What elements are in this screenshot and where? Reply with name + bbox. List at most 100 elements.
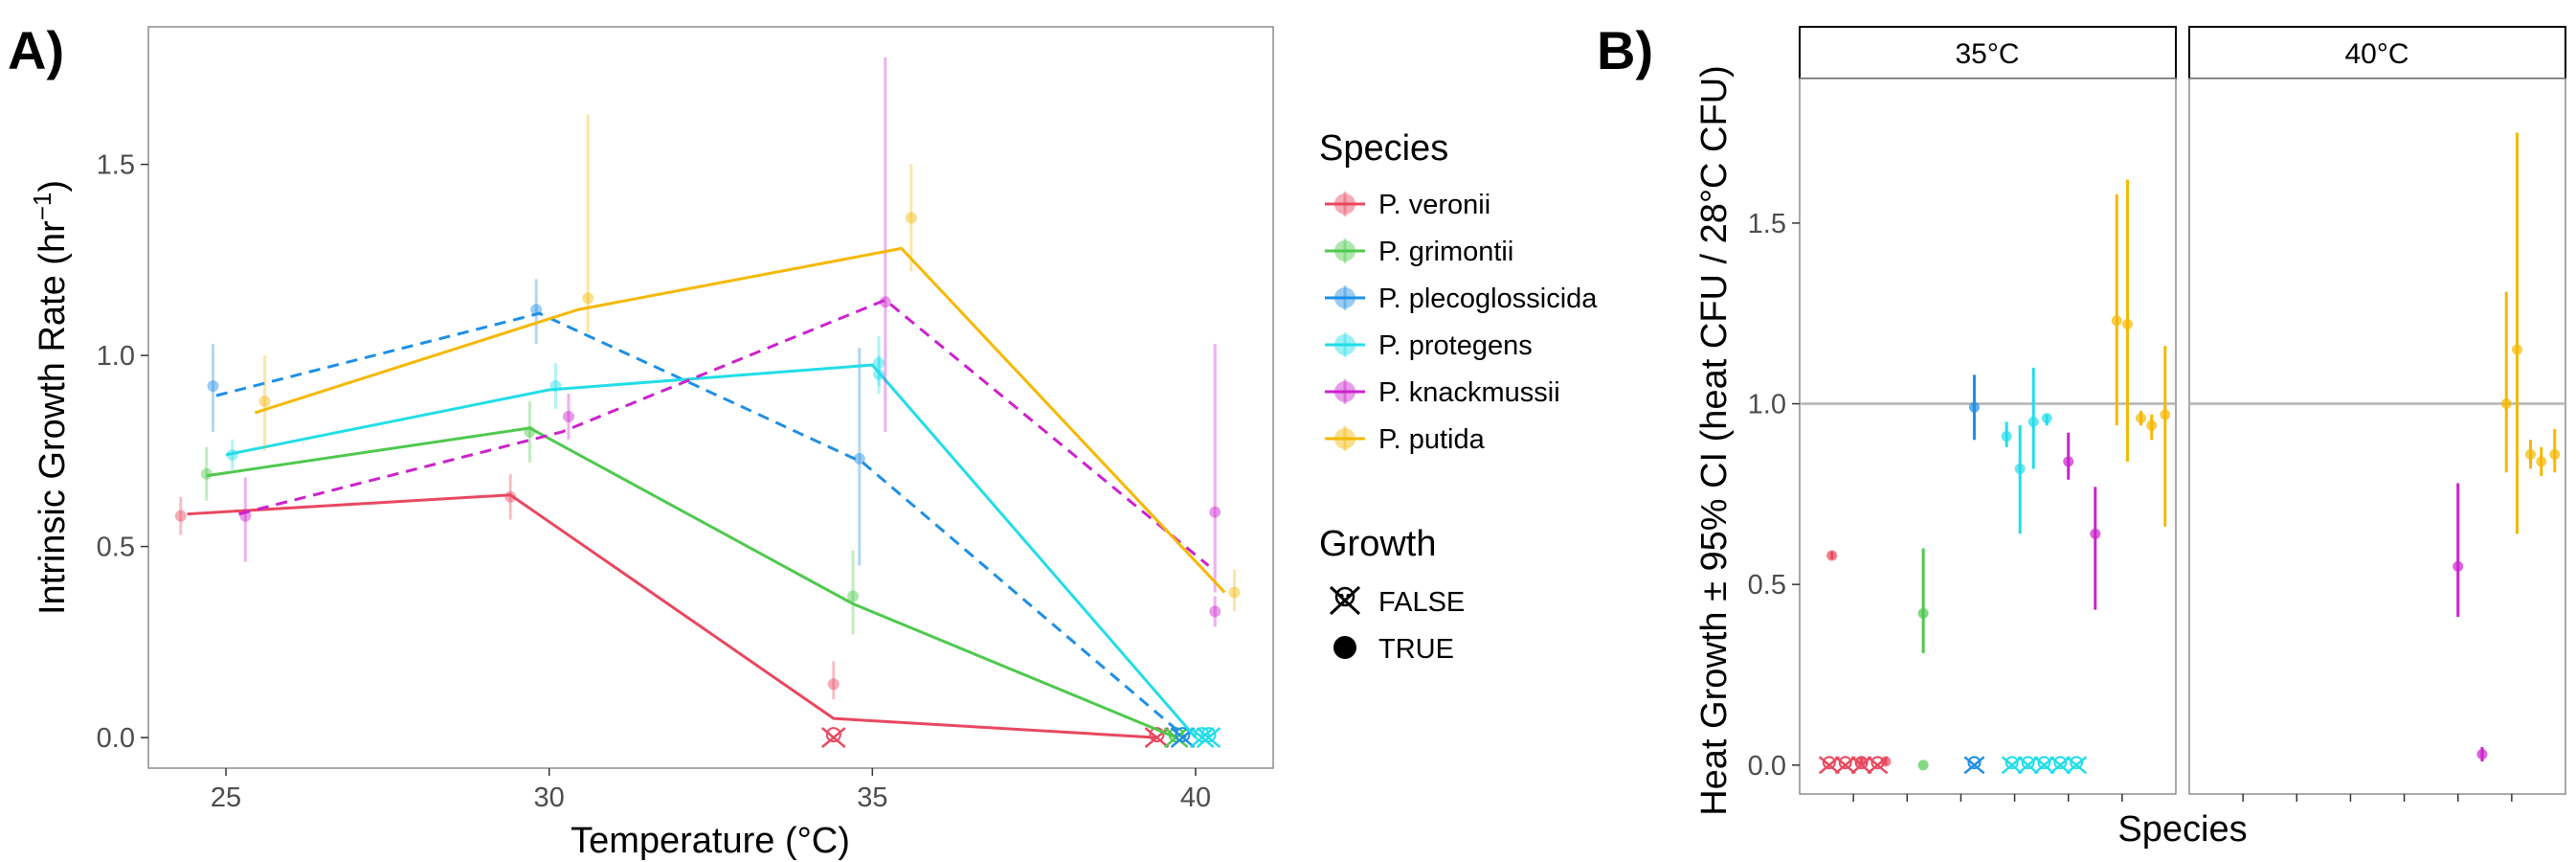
crossbone — [2066, 756, 2088, 775]
crossbone — [1196, 727, 1221, 749]
facet-35-plot-area — [1799, 78, 2177, 795]
legend-dot — [1334, 381, 1355, 402]
skull-head — [1854, 756, 1869, 770]
facet-40: 40°C — [2188, 26, 2566, 795]
facet-40-strip — [2188, 26, 2566, 79]
crossbone — [1850, 756, 1872, 775]
legend-species-label: P. putida — [1378, 424, 1486, 455]
no-growth-marker — [2017, 756, 2039, 775]
legend-growth-true-label: TRUE — [1378, 634, 1454, 665]
facet-marks-0 — [1818, 179, 2171, 775]
crossbone — [821, 727, 846, 749]
no-growth-marker — [1963, 756, 1985, 775]
data-point — [847, 590, 860, 602]
crossbone — [1963, 756, 1985, 775]
y-tick-label: 1.5 — [1748, 209, 1786, 239]
x-tick-label: 40 — [1180, 783, 1211, 813]
crossbone — [2033, 756, 2055, 775]
data-point — [1209, 605, 1221, 618]
legend-species-entry: P. veronii — [1325, 190, 1490, 220]
no-growth-marker — [1170, 727, 1196, 749]
no-growth-marker — [1196, 727, 1221, 749]
panel-a-plot-area — [147, 26, 1274, 769]
data-point — [2111, 315, 2122, 327]
legend-growth-true: TRUE — [1333, 634, 1454, 665]
panel-a-tag: A) — [8, 20, 64, 80]
data-point — [1228, 586, 1241, 599]
skull-head — [1200, 727, 1217, 743]
y-tick-label: 0.5 — [1748, 570, 1786, 601]
legend-growth-title: Growth — [1319, 524, 1436, 564]
data-point — [873, 357, 885, 370]
data-point — [2027, 416, 2039, 427]
no-growth-marker — [2066, 756, 2088, 775]
legend-species-entry: P. grimontii — [1325, 237, 1513, 267]
data-point — [1917, 760, 1929, 771]
series-5 — [254, 114, 1241, 612]
x-tick-label: 25 — [211, 783, 241, 813]
panel-a-axes: 0.0 0.5 1.0 1.5 25 30 35 40 — [97, 150, 1211, 813]
series-2 — [207, 279, 1196, 749]
crossbone — [2050, 756, 2072, 775]
y-title-sup: −1 — [28, 193, 56, 221]
data-point — [827, 678, 840, 691]
skull-head — [2053, 756, 2068, 770]
mean-line — [187, 493, 1157, 739]
data-point — [2525, 448, 2537, 460]
mean-line — [254, 246, 1226, 594]
y-tick-label: 0.0 — [97, 723, 135, 754]
data-point — [2014, 463, 2026, 474]
data-point — [2549, 448, 2561, 460]
crossbone — [1834, 756, 1856, 775]
data-point — [905, 212, 917, 224]
panel-b-y-axis-title: Heat Growth ± 95% CI (heat CFU / 28°C CF… — [1694, 65, 1735, 816]
legend-dot — [1334, 240, 1355, 261]
skull-head — [1870, 756, 1885, 770]
skull-head — [2021, 756, 2035, 770]
y-title-main: Intrinsic Growth Rate (hr — [33, 220, 73, 615]
data-point — [2136, 413, 2147, 424]
data-point — [1968, 401, 1980, 413]
panel-b-tag: B) — [1597, 20, 1653, 80]
legend-species-label: P. knackmussii — [1378, 377, 1560, 408]
legend-dot — [1334, 334, 1355, 355]
x-tick-label: 30 — [534, 783, 565, 813]
panel-a-marks — [174, 57, 1241, 749]
panel-a-x-axis-title: Temperature (°C) — [571, 821, 850, 861]
skull-head — [1967, 756, 1982, 770]
data-point — [1826, 550, 1838, 561]
filled-circle-icon — [1333, 636, 1356, 659]
skull-head — [1838, 756, 1852, 770]
no-growth-marker — [821, 727, 846, 749]
data-point — [174, 510, 187, 522]
mean-line — [238, 298, 1210, 567]
y-tick-label: 1.0 — [97, 341, 135, 372]
skull-head — [2070, 756, 2084, 770]
no-growth-marker — [1850, 756, 1872, 775]
legend-species-entry: P. putida — [1325, 424, 1486, 455]
skull-head — [1194, 727, 1210, 743]
panel-a-y-axis-title: Intrinsic Growth Rate (hr−1) — [28, 180, 73, 615]
data-point — [879, 296, 891, 308]
series-4 — [238, 57, 1221, 627]
y-tick-label: 1.5 — [97, 150, 135, 181]
crossbone — [2017, 756, 2039, 775]
skull-head — [1822, 756, 1836, 770]
no-growth-marker — [2050, 756, 2072, 775]
skull-and-crossbones-icon — [1329, 585, 1361, 616]
y-tick-label: 0.0 — [1748, 751, 1786, 782]
y-tick-label: 1.0 — [1748, 390, 1786, 420]
data-point — [2500, 398, 2512, 410]
legend-species-label: P. veronii — [1378, 190, 1490, 220]
data-point — [2146, 420, 2158, 431]
legend-species-label: P. protegens — [1378, 330, 1533, 361]
data-point — [2001, 431, 2012, 442]
legend-dot — [1334, 287, 1355, 308]
legend: Species P. veronii P. grimontii P. plecogl… — [1319, 128, 1598, 665]
y-tick-label: 0.5 — [97, 533, 135, 563]
data-point — [853, 452, 865, 465]
no-growth-marker — [2033, 756, 2055, 775]
no-growth-marker — [1867, 756, 1889, 775]
legend-species-entry: P. knackmussii — [1325, 377, 1560, 408]
